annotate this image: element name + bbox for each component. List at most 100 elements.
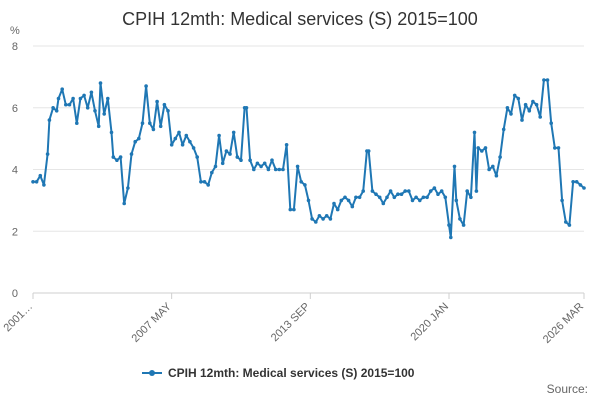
data-point[interactable]	[220, 161, 225, 166]
data-point[interactable]	[392, 195, 397, 200]
data-point[interactable]	[472, 130, 477, 135]
data-point[interactable]	[578, 183, 583, 187]
data-point[interactable]	[531, 99, 535, 104]
data-point[interactable]	[259, 164, 263, 169]
data-point[interactable]	[542, 78, 546, 82]
data-point[interactable]	[31, 180, 35, 184]
data-point[interactable]	[303, 183, 307, 187]
data-point[interactable]	[42, 183, 46, 187]
data-point[interactable]	[534, 102, 539, 107]
data-point[interactable]	[292, 207, 296, 212]
data-point[interactable]	[487, 167, 491, 172]
data-point[interactable]	[516, 96, 521, 101]
data-point[interactable]	[255, 161, 260, 166]
data-point[interactable]	[148, 121, 152, 125]
data-point[interactable]	[102, 112, 106, 116]
data-point[interactable]	[354, 195, 358, 200]
data-point[interactable]	[180, 143, 185, 147]
data-point[interactable]	[377, 195, 382, 200]
data-point[interactable]	[509, 112, 513, 116]
data-point[interactable]	[523, 102, 528, 107]
data-point[interactable]	[118, 155, 123, 159]
data-point[interactable]	[432, 186, 437, 190]
data-point[interactable]	[224, 149, 229, 153]
data-point[interactable]	[78, 96, 83, 101]
data-point[interactable]	[553, 146, 557, 150]
data-point[interactable]	[281, 167, 285, 172]
data-point[interactable]	[324, 214, 329, 218]
data-point[interactable]	[549, 121, 553, 125]
data-point[interactable]	[210, 170, 214, 175]
data-point[interactable]	[366, 149, 371, 153]
data-point[interactable]	[425, 195, 429, 200]
data-point[interactable]	[574, 180, 579, 184]
data-point[interactable]	[213, 164, 218, 169]
data-point[interactable]	[228, 152, 232, 156]
data-point[interactable]	[306, 198, 311, 203]
data-point[interactable]	[452, 164, 457, 169]
data-point[interactable]	[195, 155, 199, 159]
data-point[interactable]	[75, 121, 79, 125]
data-point[interactable]	[54, 109, 59, 113]
data-point[interactable]	[140, 121, 145, 125]
data-point[interactable]	[288, 207, 293, 212]
legend[interactable]: CPIH 12mth: Medical services (S) 2015=10…	[142, 366, 415, 380]
data-point[interactable]	[328, 217, 333, 221]
data-point[interactable]	[206, 183, 210, 187]
data-point[interactable]	[295, 164, 300, 169]
data-point[interactable]	[299, 180, 304, 184]
data-point[interactable]	[239, 158, 243, 162]
data-point[interactable]	[346, 198, 351, 203]
data-point[interactable]	[414, 195, 418, 200]
data-point[interactable]	[273, 167, 278, 172]
data-point[interactable]	[111, 155, 116, 159]
data-point[interactable]	[106, 96, 110, 101]
data-point[interactable]	[512, 93, 517, 98]
data-point[interactable]	[357, 195, 362, 200]
data-point[interactable]	[310, 217, 314, 221]
data-point[interactable]	[321, 217, 325, 221]
data-point[interactable]	[98, 81, 103, 85]
data-point[interactable]	[266, 167, 271, 172]
data-point[interactable]	[491, 164, 495, 169]
data-point[interactable]	[202, 180, 207, 184]
data-point[interactable]	[399, 192, 404, 196]
data-point[interactable]	[67, 102, 72, 107]
data-point[interactable]	[520, 118, 524, 122]
data-point[interactable]	[501, 127, 506, 132]
data-point[interactable]	[184, 133, 189, 138]
data-point[interactable]	[169, 143, 174, 147]
data-point[interactable]	[45, 152, 50, 156]
data-point[interactable]	[188, 139, 192, 144]
data-point[interactable]	[60, 87, 64, 91]
data-point[interactable]	[115, 158, 119, 162]
data-point[interactable]	[158, 124, 163, 129]
data-point[interactable]	[428, 189, 433, 193]
data-point[interactable]	[71, 96, 75, 101]
data-point[interactable]	[122, 201, 126, 206]
data-point[interactable]	[483, 146, 488, 150]
data-point[interactable]	[465, 189, 470, 193]
data-point[interactable]	[350, 204, 355, 209]
data-point[interactable]	[407, 189, 411, 193]
data-point[interactable]	[361, 189, 366, 193]
data-point[interactable]	[339, 198, 344, 203]
data-point[interactable]	[396, 192, 400, 196]
data-point[interactable]	[370, 189, 375, 193]
data-point[interactable]	[82, 93, 86, 98]
data-point[interactable]	[388, 189, 393, 193]
data-point[interactable]	[556, 146, 561, 150]
data-point[interactable]	[262, 161, 267, 166]
data-point[interactable]	[191, 146, 196, 150]
data-point[interactable]	[505, 106, 510, 110]
data-point[interactable]	[93, 109, 97, 113]
data-point[interactable]	[317, 214, 322, 218]
data-point[interactable]	[461, 223, 466, 227]
data-point[interactable]	[64, 102, 68, 107]
data-point[interactable]	[421, 195, 426, 200]
data-point[interactable]	[109, 130, 114, 135]
data-point[interactable]	[498, 155, 502, 159]
data-point[interactable]	[474, 189, 479, 193]
data-point[interactable]	[133, 139, 137, 144]
data-point[interactable]	[418, 198, 422, 203]
